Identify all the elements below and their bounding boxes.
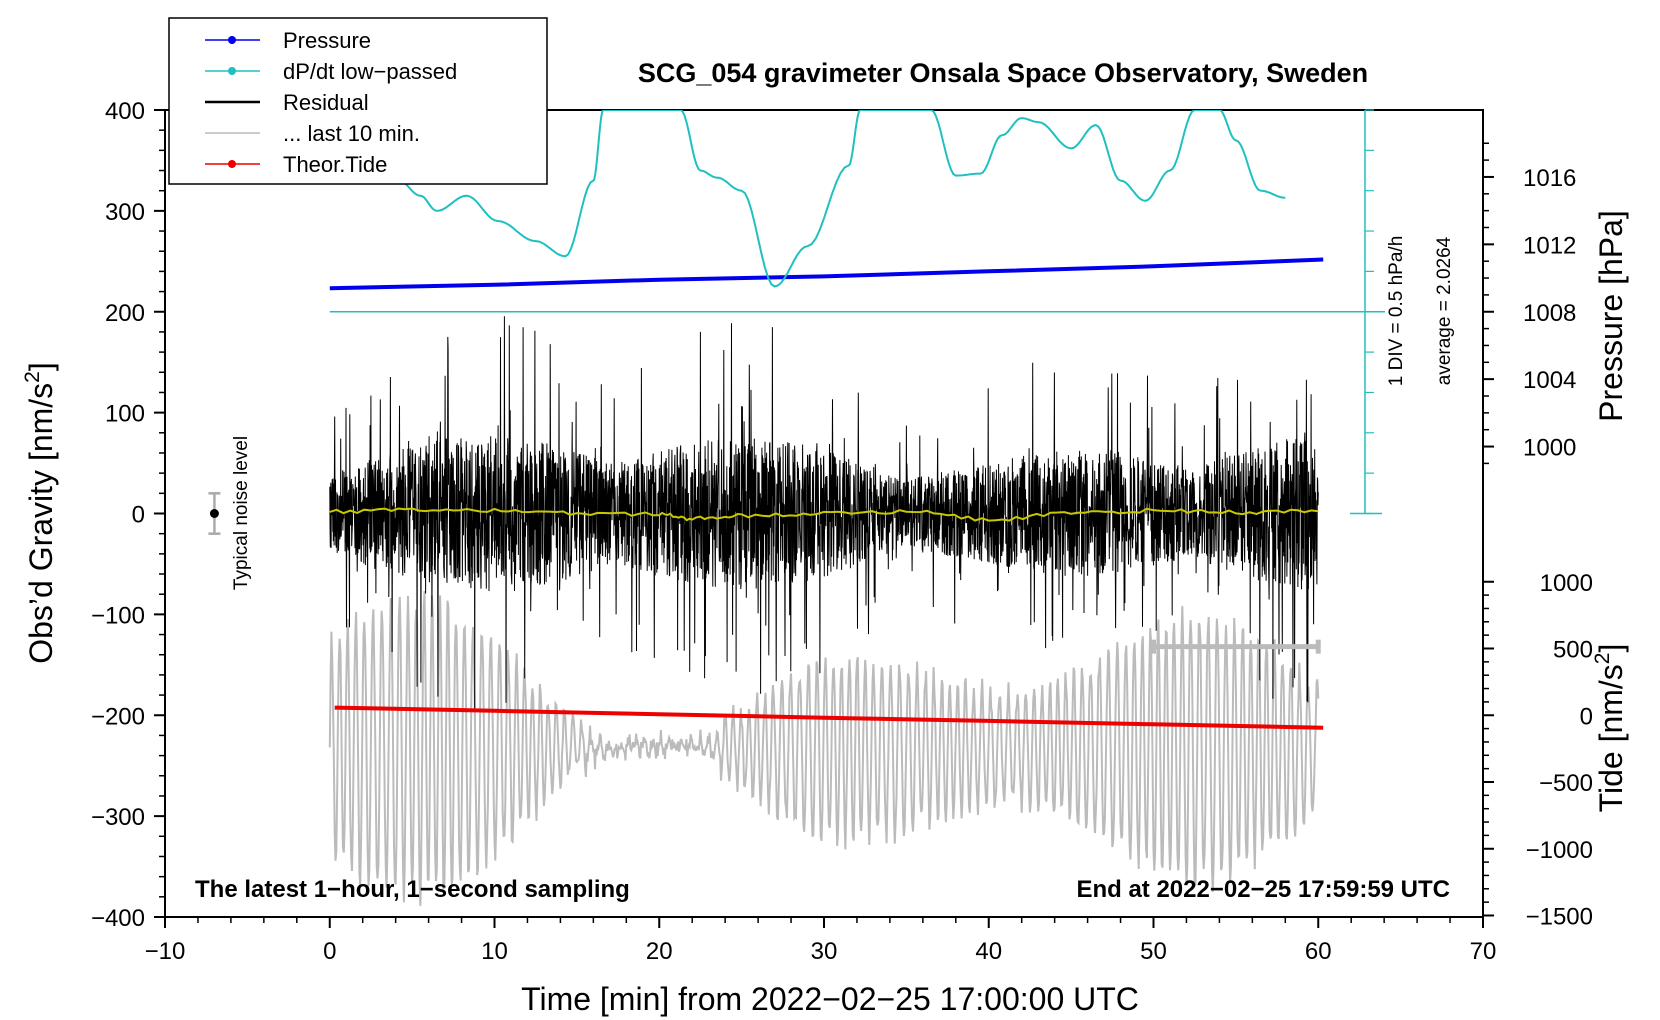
y-axis-label-pressure: Pressure [hPa] xyxy=(1593,210,1629,422)
noise-bar-point xyxy=(209,509,219,518)
tide-tick-label: −1500 xyxy=(1526,904,1593,931)
legend-label: ... last 10 min. xyxy=(283,121,420,146)
y-axis-label-tide-end: ] xyxy=(1593,644,1629,653)
legend-items: Pressure dP/dt low−passed Residual ... last… xyxy=(205,28,457,177)
pressure-scale-label: 1 DIV = 0.5 hPa/h xyxy=(1386,236,1407,387)
y-axis-label-gravity-sup: 2 xyxy=(21,371,44,383)
x-tick-label: 30 xyxy=(811,938,838,965)
series-layer xyxy=(208,109,1385,906)
legend: Pressure dP/dt low−passed Residual ... last… xyxy=(168,17,548,185)
noise-level-label: Typical noise level xyxy=(231,436,252,590)
x-tick-label: 20 xyxy=(646,938,673,965)
y-tick-label: 300 xyxy=(105,199,145,226)
residual-line xyxy=(329,316,1319,710)
bottom-left-note: The latest 1−hour, 1−second sampling xyxy=(195,876,630,903)
y-tick-label: 200 xyxy=(105,300,145,327)
pressure-tick-label: 1004 xyxy=(1523,367,1576,394)
x-tick-label: 50 xyxy=(1140,938,1167,965)
legend-marker xyxy=(228,67,236,75)
y-tick-label: 100 xyxy=(105,401,145,428)
legend-marker xyxy=(228,36,236,44)
last-10-min-line xyxy=(328,590,1320,906)
y-tick-label: 400 xyxy=(105,98,145,125)
pressure-tick-label: 1016 xyxy=(1523,165,1576,192)
tide-line xyxy=(334,705,1324,730)
y-axis-label-gravity-base: Obs’d Gravity [nm/s xyxy=(23,383,59,664)
pressure-average-label: average = 2.0264 xyxy=(1434,236,1455,385)
tide-tick-label: 500 xyxy=(1553,637,1593,664)
x-tick-label: 40 xyxy=(975,938,1002,965)
tide-tick-label: 0 xyxy=(1580,703,1593,730)
y-axis-label-gravity-end: ] xyxy=(23,362,59,371)
legend-label: Residual xyxy=(283,90,369,115)
bottom-right-note: End at 2022−02−25 17:59:59 UTC xyxy=(1076,876,1450,903)
x-axis-label: Time [min] from 2022−02−25 17:00:00 UTC xyxy=(521,981,1139,1017)
tide-tick-label: −1000 xyxy=(1526,837,1593,864)
y-tick-label: 0 xyxy=(132,502,145,529)
y-axis-label-gravity: Obs’d Gravity [nm/s2] xyxy=(21,362,59,664)
y-tick-label: −100 xyxy=(91,602,145,629)
legend-label: dP/dt low−passed xyxy=(283,59,457,84)
x-tick-label: 70 xyxy=(1470,938,1497,965)
pressure-tick-label: 1000 xyxy=(1523,435,1576,462)
legend-label: Pressure xyxy=(283,28,371,53)
dpdt-line xyxy=(398,110,1286,288)
y-tick-label: −300 xyxy=(91,804,145,831)
x-tick-label: −10 xyxy=(145,938,186,965)
y-axis-label-tide-sup: 2 xyxy=(1591,653,1614,665)
x-tick-label: 0 xyxy=(323,938,336,965)
y-tick-label: −200 xyxy=(91,703,145,730)
pressure-tick-label: 1012 xyxy=(1523,232,1576,259)
y-axis-label-tide-base: Tide [nm/s xyxy=(1593,664,1629,812)
axes-layer: −10 0 10 20 30 40 50 60 704003002001000−100−200−… xyxy=(91,98,1593,965)
legend-marker xyxy=(228,160,236,168)
pressure-line xyxy=(329,257,1324,291)
legend-label: Theor.Tide xyxy=(283,152,387,177)
pressure-tick-label: 1008 xyxy=(1523,300,1576,327)
x-tick-label: 10 xyxy=(481,938,508,965)
y-axis-label-tide: Tide [nm/s2] xyxy=(1591,644,1629,813)
tide-tick-label: 1000 xyxy=(1540,570,1593,597)
chart-title: SCG_054 gravimeter Onsala Space Observat… xyxy=(638,58,1368,88)
x-tick-label: 60 xyxy=(1305,938,1332,965)
y-tick-label: −400 xyxy=(91,905,145,932)
tide-tick-label: −500 xyxy=(1539,770,1593,797)
residual-smoothed-line xyxy=(329,507,1319,522)
